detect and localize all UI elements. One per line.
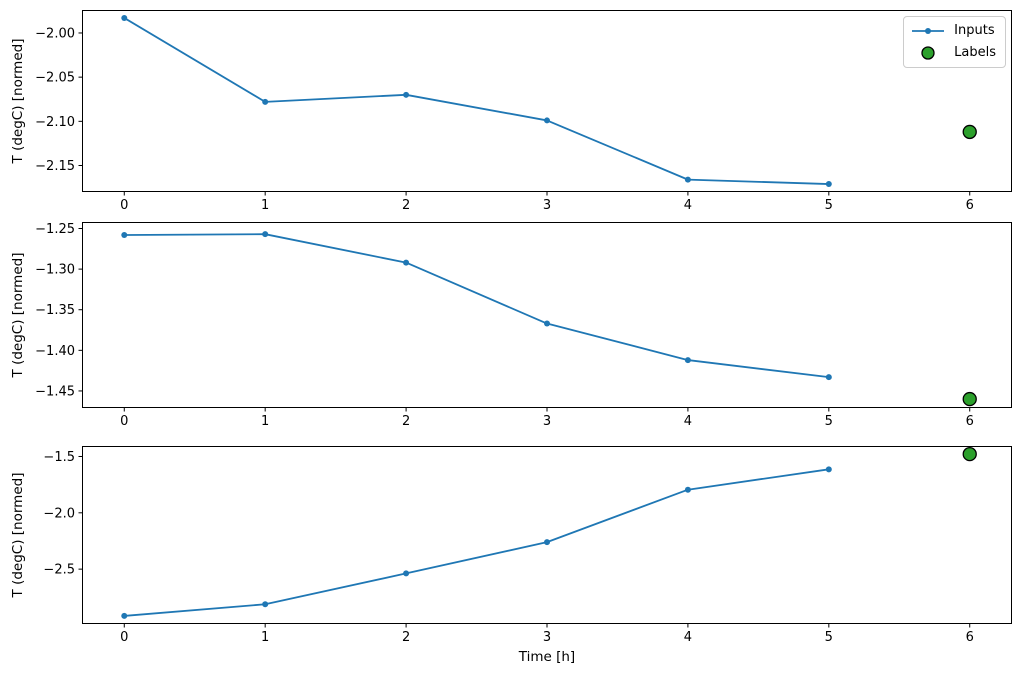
inputs-marker xyxy=(121,14,128,21)
inputs-marker xyxy=(684,357,691,364)
y-tick-label: −1.35 xyxy=(35,303,75,318)
legend-label-inputs: Inputs xyxy=(954,23,995,38)
axes-frame xyxy=(82,446,1012,624)
labels-swatch-circle xyxy=(921,46,935,60)
labels-point xyxy=(962,124,977,140)
y-tick-label: −2.05 xyxy=(35,71,75,86)
x-tick-label: 0 xyxy=(120,414,128,429)
x-tick-label: 1 xyxy=(261,198,269,213)
inputs-marker xyxy=(684,486,691,493)
subplot-3: 0 1 2 3 4 5 6 −1.5 −2.0 −2.5 xyxy=(43,446,1012,645)
y-axis-label-3: T (degC) [normed] xyxy=(10,472,26,598)
y-tick-label: −1.25 xyxy=(35,222,75,237)
x-tick-label: 1 xyxy=(261,414,269,429)
inputs-line xyxy=(123,468,830,617)
inputs-marker xyxy=(403,570,410,577)
inputs-marker xyxy=(825,181,832,188)
inputs-marker xyxy=(684,176,691,183)
x-tick-label: 1 xyxy=(261,630,269,645)
x-tick-label: 3 xyxy=(543,198,551,213)
axes-frame xyxy=(82,10,1012,192)
inputs-swatch-dot xyxy=(925,28,932,34)
inputs-line-swatch-icon xyxy=(912,28,945,34)
legend-item-labels: Labels xyxy=(911,43,996,63)
legend-item-inputs: Inputs xyxy=(911,21,996,41)
y-tick-label: −1.30 xyxy=(35,263,75,278)
axes-frame xyxy=(82,222,1012,408)
y-tick-label: −1.45 xyxy=(35,384,75,399)
inputs-marker xyxy=(544,117,550,124)
legend-box: Inputs Labels xyxy=(903,16,1006,68)
subplot-3-svg: 0 1 2 3 4 5 6 −1.5 −2.0 −2.5 xyxy=(43,446,1012,645)
y-tick-label: −2.00 xyxy=(35,26,75,41)
inputs-marker xyxy=(121,612,128,619)
inputs-marker xyxy=(262,98,269,105)
legend-label-labels: Labels xyxy=(954,45,996,60)
y-tick-label: −1.5 xyxy=(43,450,75,465)
x-tick-label: 0 xyxy=(120,630,128,645)
inputs-marker xyxy=(544,320,550,327)
subplot-1: 0 1 2 3 4 5 6 −2.00 −2.05 −2.10 −2.15 Inputs Label… xyxy=(35,10,1012,213)
x-tick-label: 2 xyxy=(402,414,410,429)
inputs-marker xyxy=(544,539,550,546)
inputs-marker xyxy=(262,231,269,238)
labels-circle-swatch-icon xyxy=(921,46,935,60)
inputs-line xyxy=(123,17,830,185)
inputs-marker xyxy=(403,91,410,98)
inputs-marker xyxy=(825,466,832,473)
inputs-line xyxy=(123,233,830,379)
inputs-marker xyxy=(121,231,128,238)
y-tick-label: −2.10 xyxy=(35,115,75,130)
inputs-marker xyxy=(403,259,410,266)
y-tick-label: −1.40 xyxy=(35,344,75,359)
x-tick-label: 2 xyxy=(402,630,410,645)
x-tick-label: 4 xyxy=(684,630,692,645)
x-tick-label: 3 xyxy=(543,414,551,429)
y-tick-label: −2.5 xyxy=(43,563,75,578)
y-axis-label-2: T (degC) [normed] xyxy=(10,252,26,378)
x-tick-label: 4 xyxy=(684,198,692,213)
x-tick-label: 6 xyxy=(966,198,974,213)
subplot-2: 0 1 2 3 4 5 6 −1.25 −1.30 −1.35 −1.40 −1.45 xyxy=(35,222,1012,429)
labels-point xyxy=(962,391,977,407)
x-tick-label: 5 xyxy=(825,414,833,429)
x-tick-label: 2 xyxy=(402,198,410,213)
x-tick-label: 5 xyxy=(825,198,833,213)
inputs-marker xyxy=(825,374,832,381)
y-axis-label-1: T (degC) [normed] xyxy=(10,38,26,164)
x-axis-label: Time [h] xyxy=(518,649,576,665)
x-tick-label: 3 xyxy=(543,630,551,645)
subplot-2-svg: 0 1 2 3 4 5 6 −1.25 −1.30 −1.35 −1.40 −1.45 xyxy=(35,222,1012,429)
x-tick-label: 0 xyxy=(120,198,128,213)
subplot-1-svg: 0 1 2 3 4 5 6 −2.00 −2.05 −2.10 −2.15 xyxy=(35,10,1012,213)
x-tick-label: 6 xyxy=(966,630,974,645)
x-tick-label: 5 xyxy=(825,630,833,645)
x-tick-label: 6 xyxy=(966,414,974,429)
x-tick-label: 4 xyxy=(684,414,692,429)
inputs-marker xyxy=(262,601,269,608)
y-tick-label: −2.15 xyxy=(35,159,75,174)
y-tick-label: −2.0 xyxy=(43,506,75,521)
labels-point xyxy=(962,446,977,462)
